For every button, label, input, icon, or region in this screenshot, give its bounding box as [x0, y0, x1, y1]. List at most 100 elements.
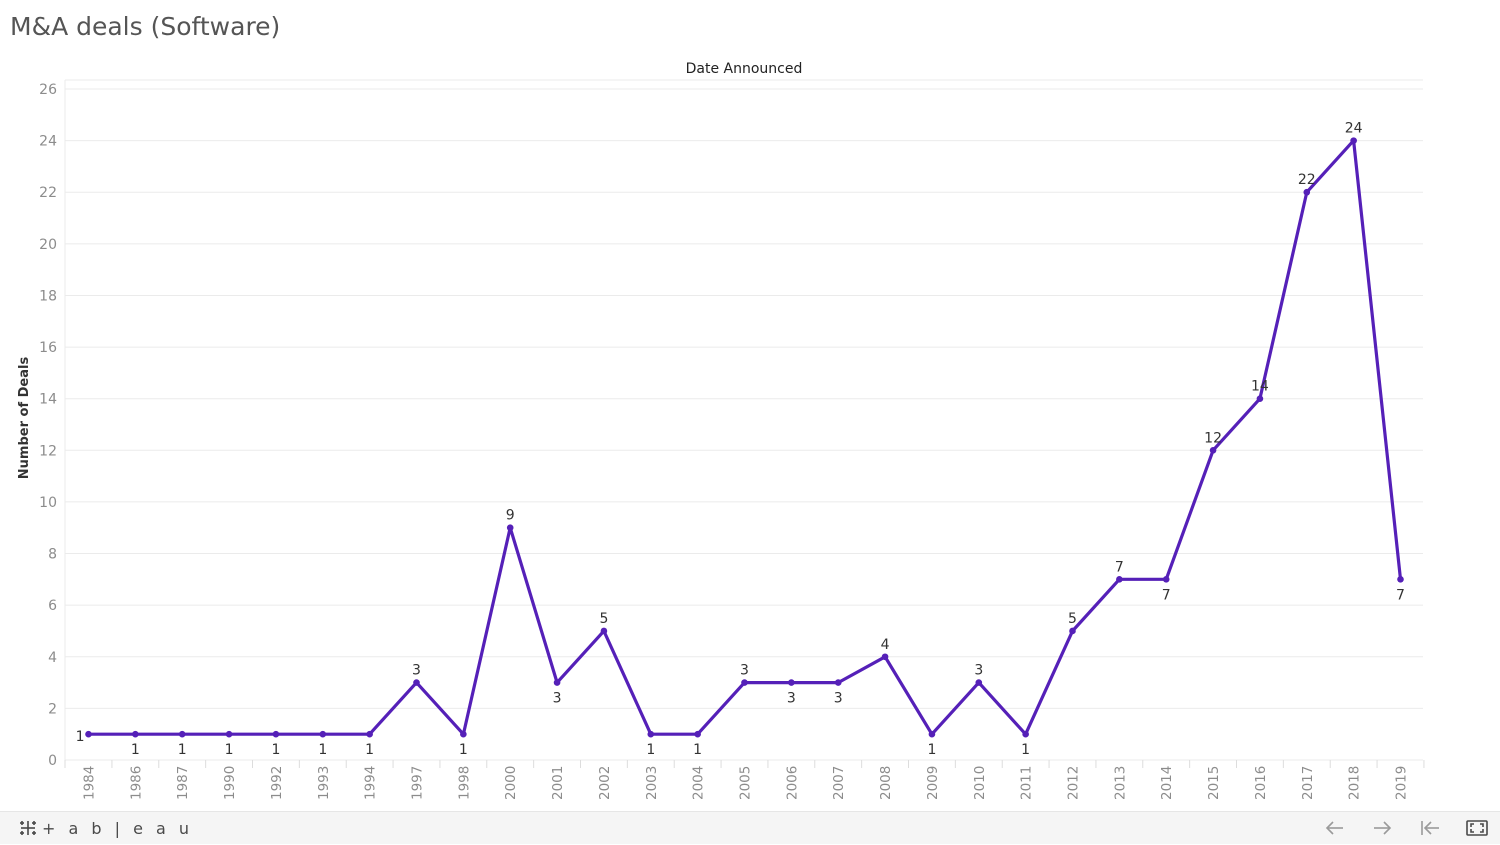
redo-button[interactable] — [1369, 816, 1395, 840]
x-tick-label: 1987 — [175, 766, 191, 800]
data-label: 5 — [599, 611, 608, 627]
redo-arrow-icon — [1374, 821, 1392, 835]
y-tick-label: 18 — [39, 288, 57, 304]
x-tick-label: 2011 — [1019, 766, 1035, 800]
data-point — [413, 679, 420, 686]
x-tick-label: 2005 — [738, 766, 754, 800]
data-label: 3 — [553, 691, 562, 707]
fullscreen-button[interactable] — [1464, 816, 1490, 840]
x-tick-label: 2003 — [644, 766, 660, 800]
data-label: 1 — [271, 742, 280, 758]
data-point — [1209, 447, 1217, 454]
data-point — [647, 730, 655, 738]
toolbar: + a b | e a u — [0, 811, 1500, 844]
data-point — [694, 730, 701, 738]
y-tick-label: 12 — [39, 443, 57, 459]
data-label: 1 — [927, 742, 936, 758]
x-tick-label: 2015 — [1206, 766, 1222, 800]
data-point — [132, 730, 139, 738]
data-label: 3 — [787, 691, 796, 707]
y-tick-label: 10 — [39, 495, 57, 511]
data-point — [319, 730, 327, 738]
x-tick-label: 2002 — [597, 766, 613, 800]
x-tick-label: 2017 — [1300, 766, 1316, 800]
x-tick-label: 1992 — [269, 766, 285, 800]
data-point — [1162, 576, 1170, 583]
data-label: 1 — [76, 729, 85, 745]
data-points — [85, 137, 1404, 738]
data-label: 3 — [974, 663, 983, 679]
data-point — [975, 679, 983, 686]
data-label: 12 — [1204, 430, 1222, 446]
data-point — [1116, 576, 1123, 583]
line-chart: Date Announced Number of Deals 024681012… — [17, 61, 1425, 800]
data-label: 3 — [740, 663, 749, 679]
data-label: 22 — [1298, 172, 1316, 188]
data-label: 1 — [459, 742, 468, 758]
data-label: 1 — [318, 742, 327, 758]
x-tick-label: 2013 — [1112, 766, 1128, 800]
data-point — [1022, 730, 1029, 738]
x-tick-label: 2008 — [878, 766, 894, 800]
tableau-logo[interactable]: + a b | e a u — [18, 818, 193, 838]
y-tick-label: 24 — [39, 134, 57, 150]
data-point — [1350, 137, 1357, 144]
data-labels: 1 1 1 1 1 1 1 3 1 9 3 5 1 1 3 3 3 4 1 3 1 5 7 7 12 14 22 24 7 — [76, 121, 1405, 759]
data-point — [366, 730, 373, 738]
x-tick-label: 1986 — [128, 766, 144, 800]
data-label: 1 — [178, 742, 187, 758]
data-label: 1 — [1021, 742, 1030, 758]
x-tick-label: 2009 — [925, 766, 941, 800]
data-point — [85, 730, 92, 738]
y-tick-label: 22 — [39, 185, 57, 201]
tableau-logo-text: + a b | e a u — [42, 818, 194, 838]
data-point — [834, 679, 842, 686]
x-tick-label: 2007 — [831, 766, 847, 800]
data-label: 14 — [1251, 379, 1269, 395]
data-label: 5 — [1068, 611, 1077, 627]
data-label: 7 — [1162, 587, 1171, 603]
data-label: 3 — [834, 691, 843, 707]
y-tick-label: 26 — [39, 82, 57, 98]
data-label: 1 — [225, 742, 234, 758]
x-tick-label: 2016 — [1253, 766, 1269, 800]
data-label: 1 — [365, 742, 374, 758]
undo-button[interactable] — [1322, 816, 1348, 840]
x-tick-label: 2019 — [1394, 766, 1410, 800]
y-tick-label: 8 — [48, 547, 57, 563]
data-point — [1397, 576, 1404, 583]
x-axis-ticks: 1984 1986 1987 1990 1992 1993 1994 1997 1998 2000… — [82, 766, 1410, 800]
y-tick-label: 20 — [39, 237, 57, 253]
data-label: 1 — [646, 742, 655, 758]
revert-icon — [1421, 821, 1439, 835]
data-point — [553, 679, 561, 686]
data-label: 3 — [412, 663, 421, 679]
data-label: 7 — [1115, 559, 1124, 575]
data-point — [460, 730, 467, 738]
data-point — [506, 524, 514, 532]
data-label: 9 — [506, 508, 515, 524]
data-point — [272, 730, 280, 738]
y-axis-title: Number of Deals — [17, 357, 32, 480]
y-tick-label: 2 — [48, 701, 57, 717]
y-tick-label: 16 — [39, 340, 57, 356]
data-point — [928, 730, 936, 738]
x-tick-label: 2004 — [691, 766, 707, 800]
y-tick-label: 4 — [48, 650, 57, 666]
data-point — [788, 679, 795, 686]
page-title: M&A deals (Software) — [10, 12, 281, 41]
revert-button[interactable] — [1417, 816, 1443, 840]
data-label: 7 — [1396, 587, 1405, 603]
x-tick-label: 2001 — [550, 766, 566, 800]
data-label: 1 — [131, 742, 140, 758]
data-point — [600, 627, 608, 635]
data-point — [741, 679, 748, 686]
data-point — [225, 730, 233, 738]
x-tick-label: 1994 — [363, 766, 379, 800]
data-point — [1256, 395, 1264, 402]
data-label: 4 — [881, 637, 890, 653]
x-tick-label: 1997 — [410, 766, 426, 800]
undo-arrow-icon — [1325, 821, 1343, 835]
x-tick-label: 1993 — [316, 766, 332, 800]
data-point — [1303, 188, 1311, 196]
